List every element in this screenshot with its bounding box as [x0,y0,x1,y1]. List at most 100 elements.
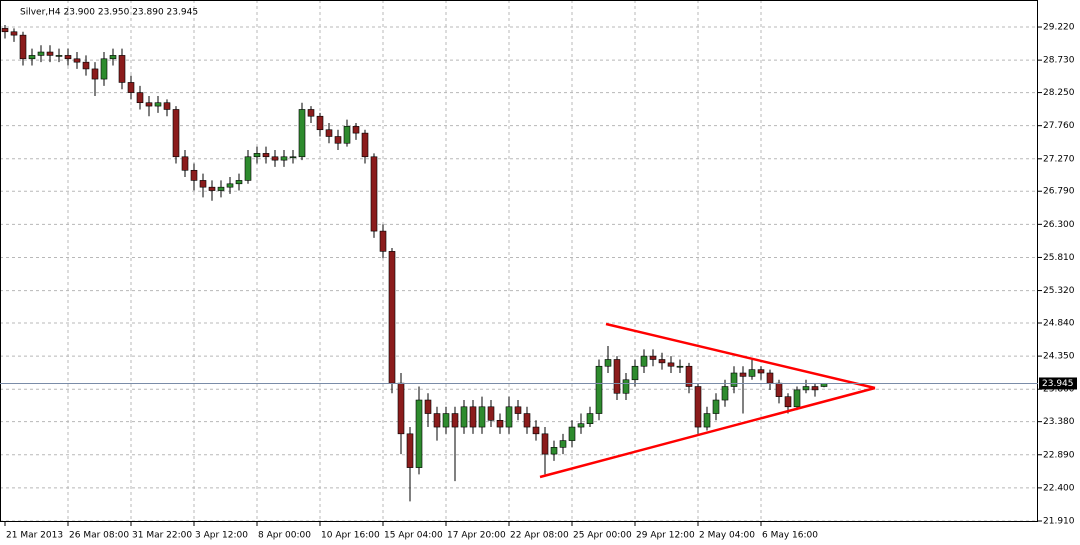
y-tick-label: 26.300 [1043,220,1075,230]
x-tick-label: 10 Apr 16:00 [321,531,380,541]
candle-body [676,365,684,368]
candle-body [559,440,567,448]
candle-body [640,355,648,367]
candle-body [505,406,513,428]
y-tick-label: 28.730 [1043,56,1075,66]
candle-body [388,251,396,384]
candle-body [514,406,522,414]
x-tick-label: 6 May 16:00 [762,531,818,541]
y-tick-label: 24.840 [1043,318,1075,328]
x-tick-label: 29 Apr 12:00 [636,531,695,541]
candle-body [37,51,45,56]
y-tick-label: 25.320 [1043,286,1075,296]
candle-body [226,183,234,188]
candle-body [586,413,594,424]
chart-title: Silver,H4 23.900 23.950 23.890 23.945 [20,8,198,18]
x-tick-label: 3 Apr 12:00 [195,531,248,541]
candle-body [793,389,801,408]
trend-line [539,386,876,479]
candle-body [685,365,693,387]
trend-line [605,322,876,390]
candle-body [460,406,468,428]
candle-body [748,369,756,377]
candle-body [595,365,603,414]
candle-body [784,396,792,408]
candle-body [271,156,279,161]
candle-body [397,382,405,435]
candle-body [91,68,99,80]
x-tick-label: 31 Mar 22:00 [132,531,192,541]
candle-body [712,399,720,414]
candle-body [406,433,414,468]
candle-body [523,413,531,428]
y-tick-label: 27.270 [1043,154,1075,164]
candle-body [442,413,450,428]
candle-body [370,156,378,232]
y-tick-label: 29.220 [1043,23,1075,33]
candle-body [100,58,108,80]
candle-body [343,126,351,144]
y-tick-label: 24.350 [1043,352,1075,362]
candle-body [361,132,369,158]
candle-body [379,230,387,252]
candle-body [127,82,135,93]
candle-body [325,129,333,137]
candle-body [703,413,711,428]
candle-body [811,386,819,391]
candle-body [622,379,630,394]
candle-body [568,426,576,441]
candle-body [136,92,144,104]
x-tick-label: 22 Apr 08:00 [510,531,569,541]
candle-body [775,382,783,397]
candle-body [244,156,252,181]
candle-body [73,58,81,63]
price-label: 23.945 [1042,379,1074,389]
candle-body [352,126,360,134]
candle-body [649,355,657,360]
candle-body [496,420,504,428]
candle-body [298,109,306,158]
candle-body [478,406,486,428]
candle-body [613,359,621,394]
price-label-box [1039,377,1077,390]
candle-body [469,406,477,428]
y-tick-label: 23.860 [1043,385,1075,395]
candle-body [172,109,180,158]
candle-body [415,399,423,468]
candle-body [532,426,540,435]
candle-body [46,51,54,56]
candle-body [730,372,738,387]
candle-body [550,447,558,455]
candle-body [307,109,315,117]
y-tick-label: 27.760 [1043,121,1075,131]
x-tick-label: 25 Apr 00:00 [573,531,632,541]
y-tick-label: 22.400 [1043,483,1075,493]
candle-body [190,169,198,181]
x-tick-label: 8 Apr 00:00 [258,531,311,541]
candle-body [541,433,549,455]
candle-body [145,102,153,107]
candle-body [55,55,63,57]
y-tick-label: 25.810 [1043,253,1075,263]
candle-body [604,359,612,367]
y-tick-label: 23.380 [1043,417,1075,427]
x-tick-label: 17 Apr 20:00 [447,531,506,541]
x-tick-label: 15 Apr 04:00 [384,531,443,541]
candle-body [334,136,342,144]
y-tick-label: 22.890 [1043,450,1075,460]
x-tick-label: 21 Mar 2013 [6,531,63,541]
x-tick-label: 2 May 04:00 [699,531,755,541]
candle-body [19,34,27,60]
candle-body [316,115,324,131]
candle-body [658,359,666,364]
candle-body [208,186,216,191]
y-tick-label: 21.910 [1043,516,1075,526]
candle-body [451,413,459,428]
candle-body [667,362,675,367]
candle-body [721,386,729,401]
candle-body [631,365,639,381]
candle-body [253,153,261,158]
candle-body [802,386,810,391]
